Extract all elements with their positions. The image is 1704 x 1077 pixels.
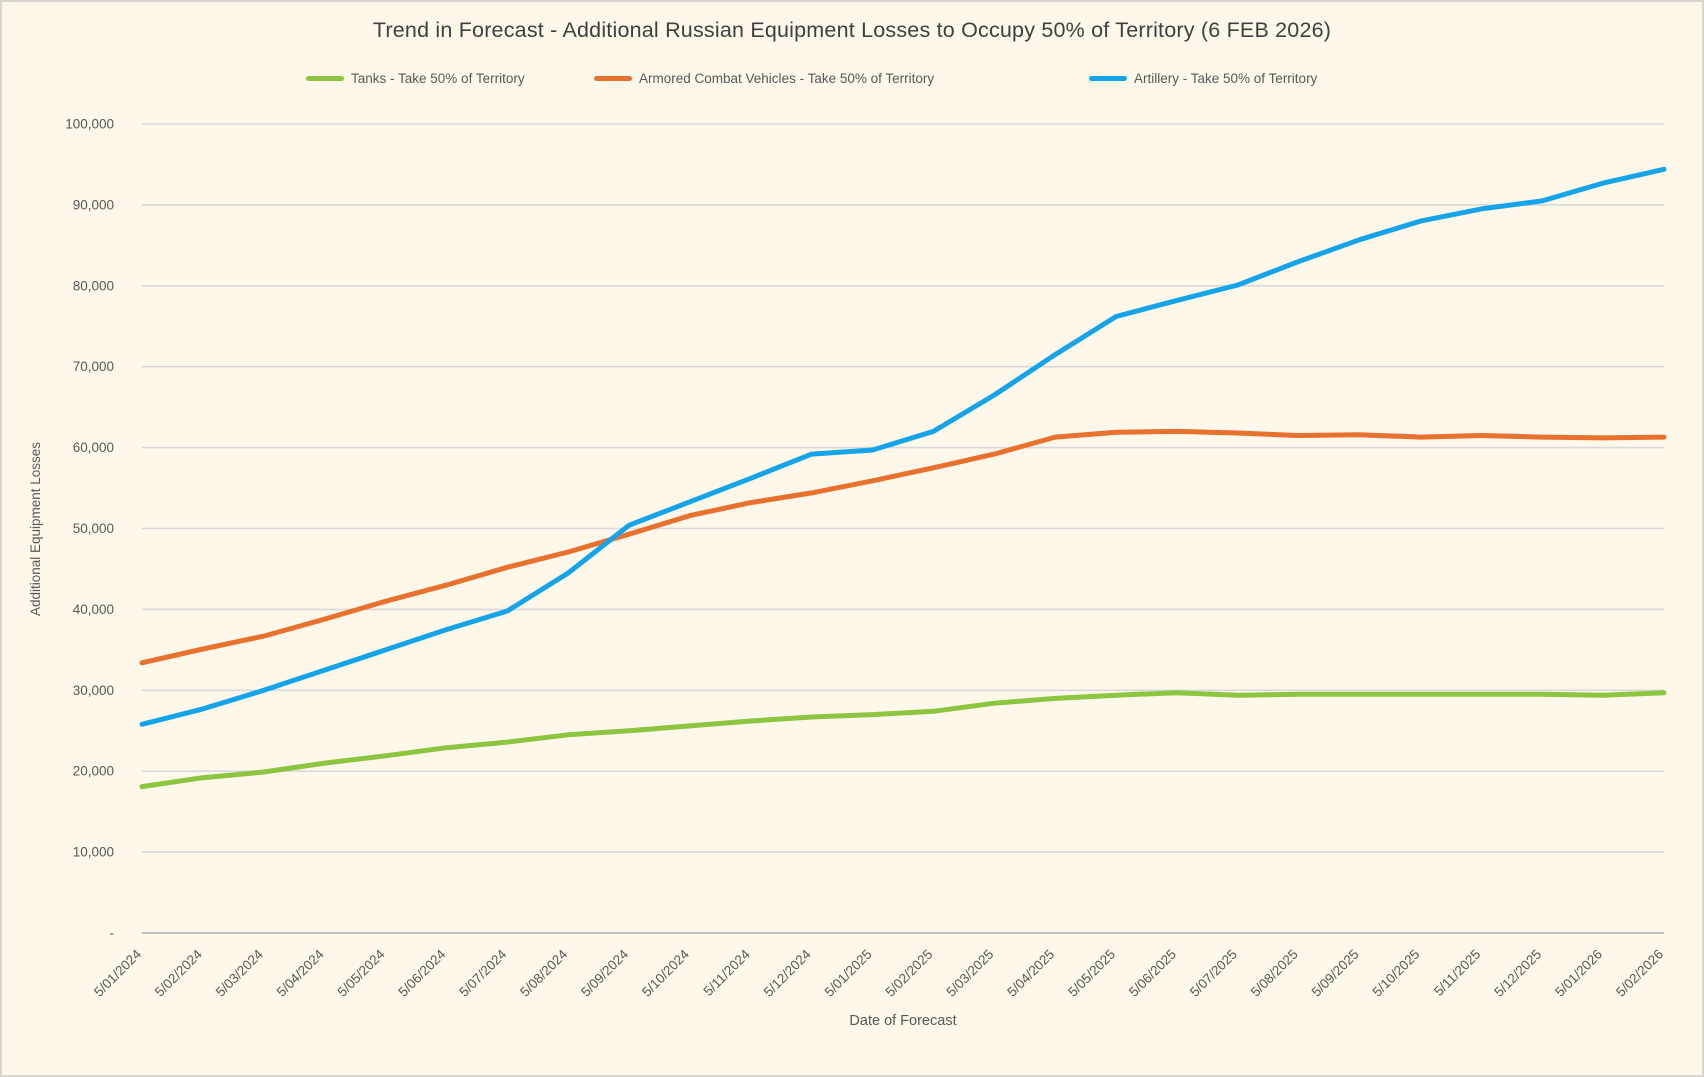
series-line-artillery [139,166,1667,727]
legend-item-acv: Armored Combat Vehicles - Take 50% of Te… [594,64,934,92]
x-tick-label: 5/07/2025 [1187,947,1240,1000]
series-line-tanks [139,690,1667,790]
x-tick-label: 5/06/2024 [395,946,448,999]
x-tick-label: 5/12/2024 [761,946,814,999]
x-tick-label: 5/07/2024 [456,946,509,999]
artillery-line-swatch-icon [1089,75,1127,81]
x-tick-label: 5/11/2025 [1431,947,1483,999]
x-tick-label: 5/01/2024 [91,946,144,999]
y-tick-label: 50,000 [73,521,114,536]
x-tick-label: 5/10/2024 [639,946,692,999]
x-tick-label: 5/03/2025 [943,947,996,1000]
series-line-armored [139,428,1667,666]
y-axis-tick-labels: - 10,000 20,000 30,000 40,000 50,000 60,000 70,… [65,117,114,941]
chart-legend: Tanks - Take 50% of Territory Armored Co… [2,64,1702,92]
x-tick-label: 5/04/2025 [1004,947,1057,1000]
x-tick-label: 5/01/2026 [1552,947,1605,1000]
legend-item-artillery: Artillery - Take 50% of Territory [1089,64,1317,92]
x-tick-label: 5/02/2025 [882,947,935,1000]
x-tick-label: 5/08/2024 [517,946,570,999]
x-tick-label: 5/10/2025 [1370,947,1423,1000]
x-tick-label: 5/09/2024 [578,946,631,999]
y-tick-label: 20,000 [73,764,114,779]
x-axis-title: Date of Forecast [849,1013,956,1029]
y-tick-label: 10,000 [73,845,114,860]
y-tick-label: - [110,926,115,941]
x-tick-label: 5/11/2024 [701,946,754,999]
y-tick-label: 30,000 [73,683,114,698]
y-tick-label: 60,000 [73,440,114,455]
legend-label: Armored Combat Vehicles - Take 50% of Te… [639,70,935,86]
legend-label: Artillery - Take 50% of Territory [1134,70,1318,86]
acv-line-swatch-icon [594,75,632,81]
x-tick-label: 5/05/2024 [335,946,388,999]
x-tick-label: 5/02/2026 [1613,947,1666,1000]
x-tick-label: 5/03/2024 [213,946,266,999]
y-tick-label: 100,000 [65,117,114,132]
y-tick-label: 40,000 [73,602,114,617]
x-tick-label: 5/04/2024 [274,946,327,999]
x-tick-label: 5/05/2025 [1065,947,1118,1000]
series-lines [139,166,1667,790]
legend-label: Tanks - Take 50% of Territory [351,70,525,86]
y-tick-label: 80,000 [73,278,114,293]
x-tick-label: 5/08/2025 [1248,947,1301,1000]
x-tick-label: 5/09/2025 [1309,947,1362,1000]
y-tick-label: 70,000 [73,359,114,374]
y-tick-label: 90,000 [73,197,114,212]
legend-item-tanks: Tanks - Take 50% of Territory [306,64,525,92]
x-tick-label: 5/01/2025 [822,947,875,1000]
x-tick-label: 5/06/2025 [1126,947,1179,1000]
y-axis-title: Additional Equipment Losses [28,442,43,616]
x-axis-tick-labels: 5/01/2024 5/02/2024 5/03/2024 5/04/2024 5/05… [91,946,1666,999]
chart-title: Trend in Forecast - Additional Russian E… [372,18,1332,42]
gridlines [142,123,1664,934]
tanks-line-swatch-icon [306,75,344,81]
x-tick-label: 5/02/2024 [152,946,205,999]
x-tick-label: 5/12/2025 [1491,947,1544,1000]
